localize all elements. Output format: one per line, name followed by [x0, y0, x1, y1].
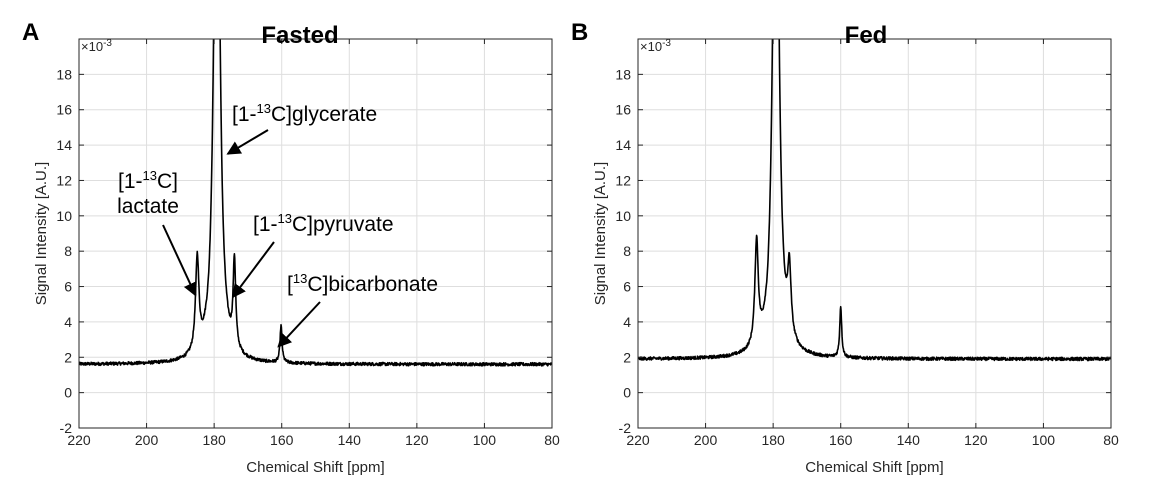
y-tick-label: 6	[64, 279, 72, 295]
x-tick-label: 220	[626, 432, 650, 448]
y-axis-label: Signal Intensity [A.U.]	[592, 162, 609, 305]
panel-label: B	[571, 19, 588, 46]
annotation-label: [1-13C]	[118, 168, 178, 193]
x-tick-label: 120	[405, 432, 429, 448]
annotation-label: [1-13C]glycerate	[232, 101, 377, 126]
x-tick-label: 160	[270, 432, 294, 448]
annotation-label: [1-13C]pyruvate	[253, 211, 394, 236]
axis-exponent: ×10-3	[640, 38, 671, 54]
y-axis-label: Signal Intensity [A.U.]	[33, 162, 50, 305]
y-tick-label: 6	[623, 279, 631, 295]
y-tick-label: 0	[64, 385, 72, 401]
x-axis-label: Chemical Shift [ppm]	[246, 459, 384, 476]
x-axis-label: Chemical Shift [ppm]	[805, 459, 943, 476]
chart-panel-b: 220 200 180 160 140 120 100 80 -2 0 2 4 6 8 10 12 14 16 18…	[571, 19, 1119, 476]
y-tick-label: 16	[56, 102, 72, 118]
x-tick-label: 140	[897, 432, 921, 448]
x-tick-label: 200	[135, 432, 159, 448]
y-tick-label: 14	[56, 137, 72, 153]
y-tick-label: 18	[615, 66, 631, 82]
y-tick-label: 2	[64, 349, 72, 365]
x-tick-label: 200	[694, 432, 718, 448]
spectrum-line	[79, 39, 552, 367]
y-tick-label: 2	[623, 349, 631, 365]
panel-label: A	[22, 19, 39, 46]
annotation-arrow	[277, 301, 321, 348]
y-tick-label: 12	[56, 172, 72, 188]
annotation-arrow	[231, 241, 275, 299]
chart-panel-a: 220 200 180 160 140 120 100 80 -2 0 2 4 6 8 10 12 14 16 18…	[22, 19, 560, 476]
y-tick-label: 4	[623, 314, 631, 330]
annotation-arrow	[226, 129, 269, 155]
chart-title: Fasted	[261, 22, 338, 49]
x-tick-label: 160	[829, 432, 853, 448]
y-tick-label: 18	[56, 66, 72, 82]
x-tick-label: 220	[67, 432, 91, 448]
y-tick-label: -2	[60, 420, 73, 436]
y-tick-label: 16	[615, 102, 631, 118]
x-tick-label: 80	[1103, 432, 1119, 448]
spectrum-line	[638, 39, 1111, 362]
x-tick-label: 100	[473, 432, 497, 448]
y-tick-label: 4	[64, 314, 72, 330]
plot-frame	[78, 38, 553, 429]
y-tick-label: 12	[615, 172, 631, 188]
annotation-label-line2: lactate	[117, 195, 179, 218]
x-tick-label: 120	[964, 432, 988, 448]
x-tick-label: 180	[202, 432, 226, 448]
annotation-arrow	[162, 224, 197, 297]
x-tick-label: 100	[1032, 432, 1056, 448]
y-tick-label: 10	[56, 208, 72, 224]
chart-title: Fed	[845, 22, 888, 49]
y-tick-label: 10	[615, 208, 631, 224]
y-tick-label: 8	[623, 243, 631, 259]
x-tick-label: 180	[761, 432, 785, 448]
y-tick-label: 14	[615, 137, 631, 153]
y-tick-label: 8	[64, 243, 72, 259]
y-tick-label: -2	[619, 420, 632, 436]
plot-frame	[637, 38, 1112, 429]
x-tick-label: 80	[544, 432, 560, 448]
x-tick-label: 140	[338, 432, 362, 448]
axis-exponent: ×10-3	[81, 38, 112, 54]
y-tick-label: 0	[623, 385, 631, 401]
annotation-label: [13C]bicarbonate	[287, 271, 438, 296]
